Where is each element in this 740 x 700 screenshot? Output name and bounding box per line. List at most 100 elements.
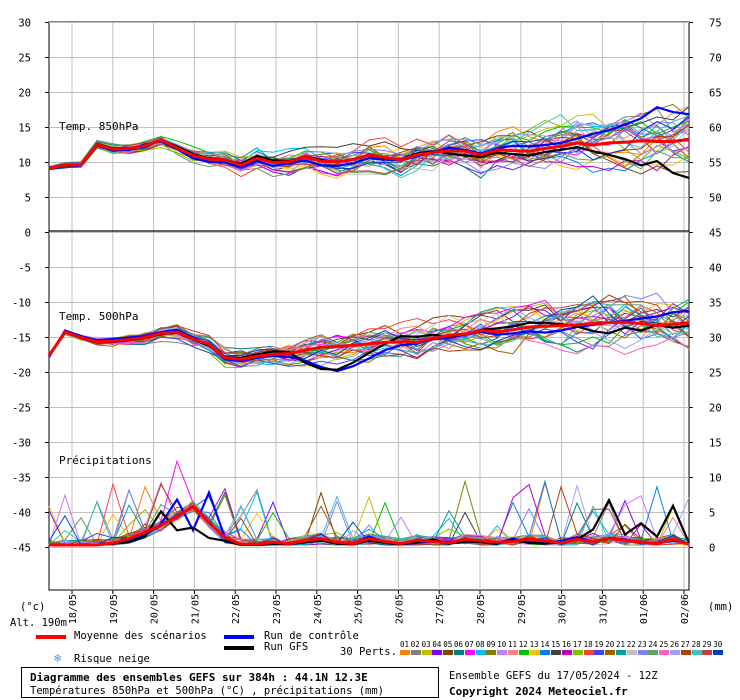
x-tick-label: 30/05 [558, 594, 569, 624]
panel-label-t500: Temp. 500hPa [59, 310, 138, 323]
perturbation-swatch [464, 650, 475, 655]
perturbation-number: 25 [659, 640, 669, 649]
y-left-tick-label: 10 [18, 158, 31, 170]
perturbation-swatch [605, 650, 616, 655]
perturbation-line-t500 [48, 296, 690, 366]
perturbation-number: 14 [540, 640, 550, 649]
perturbation-swatch [583, 650, 594, 655]
y-right-tick-label: 55 [709, 158, 722, 170]
y-left-tick-label: -45 [12, 543, 31, 555]
snowflake-icon: ❄ [54, 651, 62, 665]
perturbation-swatch [616, 650, 626, 655]
perturbation-swatch [648, 650, 659, 655]
perturbation-swatch [454, 650, 464, 655]
perturbation-number: 27 [680, 640, 690, 649]
perturbation-number: 19 [594, 640, 604, 649]
y-right-tick-label: 75 [709, 18, 722, 30]
x-tick-label: 01/06 [639, 594, 650, 624]
perturbation-swatch [410, 650, 421, 655]
y-right-tick-label: 10 [709, 473, 722, 485]
perturbation-number: 20 [605, 640, 615, 649]
panel-label-precip: Précipitations [59, 454, 152, 467]
x-tick-label: 25/05 [354, 594, 365, 624]
y-left-tick-label: 15 [18, 123, 31, 135]
perturbation-number: 13 [529, 640, 539, 649]
perturbation-number: 24 [648, 640, 658, 649]
legend-gfs-swatch [224, 646, 254, 650]
perturbation-swatch [713, 650, 724, 655]
footer-title: Diagramme des ensembles GEFS sur 384h : … [30, 671, 368, 684]
x-tick-label: 28/05 [476, 594, 487, 624]
x-tick-label: 20/05 [150, 594, 161, 624]
run-info: Ensemble GEFS du 17/05/2024 - 12Z [449, 670, 658, 682]
perturbation-number: 28 [691, 640, 701, 649]
y-right-tick-label: 30 [709, 333, 722, 345]
perturbation-number: 07 [464, 640, 474, 649]
perturbation-swatch [670, 650, 680, 655]
y-left-tick-label: -30 [12, 438, 31, 450]
perturbation-number: 26 [670, 640, 680, 649]
perturbation-line-t850 [48, 124, 690, 175]
legend-mean-swatch [36, 635, 66, 639]
panel-label-t850: Temp. 850hPa [59, 120, 138, 133]
x-tick-label: 26/05 [394, 594, 405, 624]
left-unit-label: (°c) [20, 601, 45, 613]
perturbation-swatch [562, 650, 572, 655]
perturbation-number: 11 [508, 640, 518, 649]
perturbation-swatch [497, 650, 508, 655]
perturbation-number: 02 [410, 640, 420, 649]
legend-mean-label: Moyenne des scénarios [74, 630, 207, 642]
perturbation-swatch [680, 650, 691, 655]
perturbation-number: 17 [572, 640, 582, 649]
footer-subtitle: Températures 850hPa et 500hPa (°C) , pré… [30, 685, 385, 697]
y-left-tick-label: -35 [12, 473, 31, 485]
perturbation-number: 10 [497, 640, 507, 649]
perturbation-number: 09 [486, 640, 496, 649]
perturbation-swatch [659, 650, 670, 655]
perturbation-swatch [400, 650, 410, 655]
x-tick-label: 22/05 [231, 594, 242, 624]
x-tick-label: 27/05 [435, 594, 446, 624]
y-left-tick-label: 5 [25, 193, 31, 205]
y-left-tick-label: -40 [12, 508, 31, 520]
perturbation-swatch [551, 650, 562, 655]
perturbation-number: 21 [616, 640, 626, 649]
y-right-tick-label: 0 [709, 543, 715, 555]
x-axis: 18/05 19/05 20/05 21/05 22/05 23/05 24/05 25/05… [68, 590, 691, 624]
series-line-precip [49, 497, 691, 547]
perturbation-line-t850 [48, 141, 690, 178]
y-right-tick-label: 25 [709, 368, 722, 380]
perturbation-swatch [475, 650, 486, 655]
y-left-tick-label: -25 [12, 403, 31, 415]
perturbation-swatch [572, 650, 583, 655]
x-tick-label: 29/05 [517, 594, 528, 624]
perturbation-number: 16 [562, 640, 572, 649]
y-left-tick-label: -20 [12, 368, 31, 380]
y-left-tick-label: -5 [18, 263, 31, 275]
footer-box: Diagramme des ensembles GEFS sur 384h : … [21, 667, 439, 698]
legend-gfs-label: Run GFS [264, 641, 309, 653]
perturbation-swatch [540, 650, 551, 655]
legend-control-label: Run de contrôle [264, 630, 359, 642]
series-line-precip [49, 504, 690, 547]
perturbation-number: 06 [454, 640, 464, 649]
perturbation-swatch [529, 650, 540, 655]
perturbation-number: 23 [637, 640, 647, 649]
perturbation-swatch [702, 650, 713, 655]
perturbation-swatch [594, 650, 605, 655]
series-line-t850 [48, 137, 690, 170]
perturbation-number: 29 [702, 640, 712, 649]
x-tick-label: 19/05 [109, 594, 120, 624]
perturbation-line-t500 [48, 305, 690, 357]
perturbation-number: 04 [432, 640, 442, 649]
y-left-tick-label: 20 [18, 88, 31, 100]
y-right-tick-label: 5 [709, 508, 715, 520]
perturbation-swatch [432, 650, 443, 655]
x-tick-label: 24/05 [313, 594, 324, 624]
y-right-tick-label: 15 [709, 438, 722, 450]
perturbation-number: 08 [475, 640, 485, 649]
perturbation-swatch [626, 650, 637, 655]
legend-snow-label: Risque neige [74, 653, 150, 665]
